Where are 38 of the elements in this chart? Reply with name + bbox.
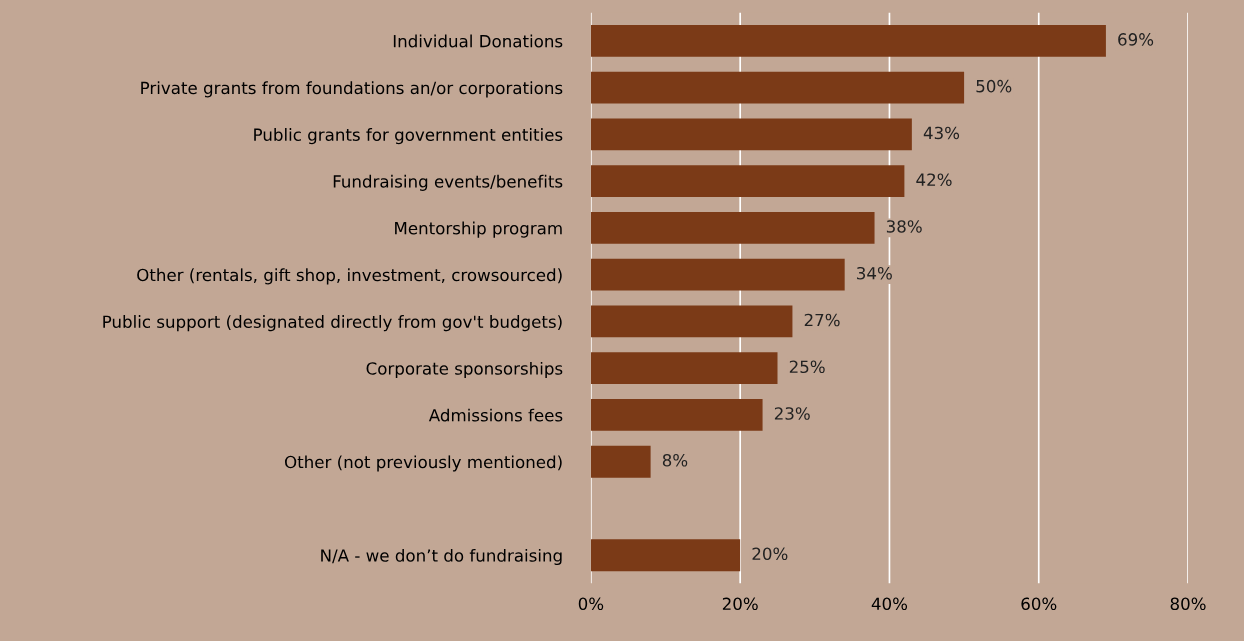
data-label: 50% [976,79,1012,93]
data-label: 43% [923,126,960,140]
y-tick-label: N/A - we don’t do fundraising [321,548,562,566]
data-label: 27% [804,313,840,327]
y-tick-label: Other (not previously mentioned) [284,455,562,472]
data-label: 8% [662,453,688,467]
bar [590,352,778,385]
data-label: 34% [857,266,892,280]
x-tick-label: 80% [1170,597,1206,611]
y-tick-label: Other (rentals, gift shop, investment, crowsourced) [137,268,562,285]
bar [590,305,793,338]
data-label: 42% [916,173,952,186]
y-tick-label: Fundraising events/benefits [333,174,563,191]
x-tick-label: 60% [1021,597,1057,611]
bar [590,258,845,291]
bar [590,445,651,478]
data-label: 23% [774,407,810,420]
data-label: 20% [752,547,788,561]
y-tick-label: Public grants for government entities [254,128,563,145]
bar [590,71,965,104]
bar [590,165,905,198]
data-label: 38% [886,220,922,233]
y-tick-label: Private grants from foundations an/or corporations [141,81,563,98]
bar [590,24,1106,57]
bar [590,399,763,431]
y-tick-label: Public support (designated directly from gov't budgets) [103,315,562,332]
bar [590,212,875,244]
x-tick-label: 20% [722,597,758,611]
y-tick-label: Mentorship program [395,221,562,238]
bar [590,539,741,572]
bar [590,118,912,151]
y-tick-label: Admissions fees [428,408,563,422]
data-label: 25% [789,360,825,374]
data-label: 69% [1118,33,1154,46]
y-tick-label: Individual Donations [393,34,563,48]
y-tick-label: Corporate sponsorships [366,361,563,379]
x-tick-label: 40% [871,597,908,611]
x-tick-label: 0% [578,597,604,611]
